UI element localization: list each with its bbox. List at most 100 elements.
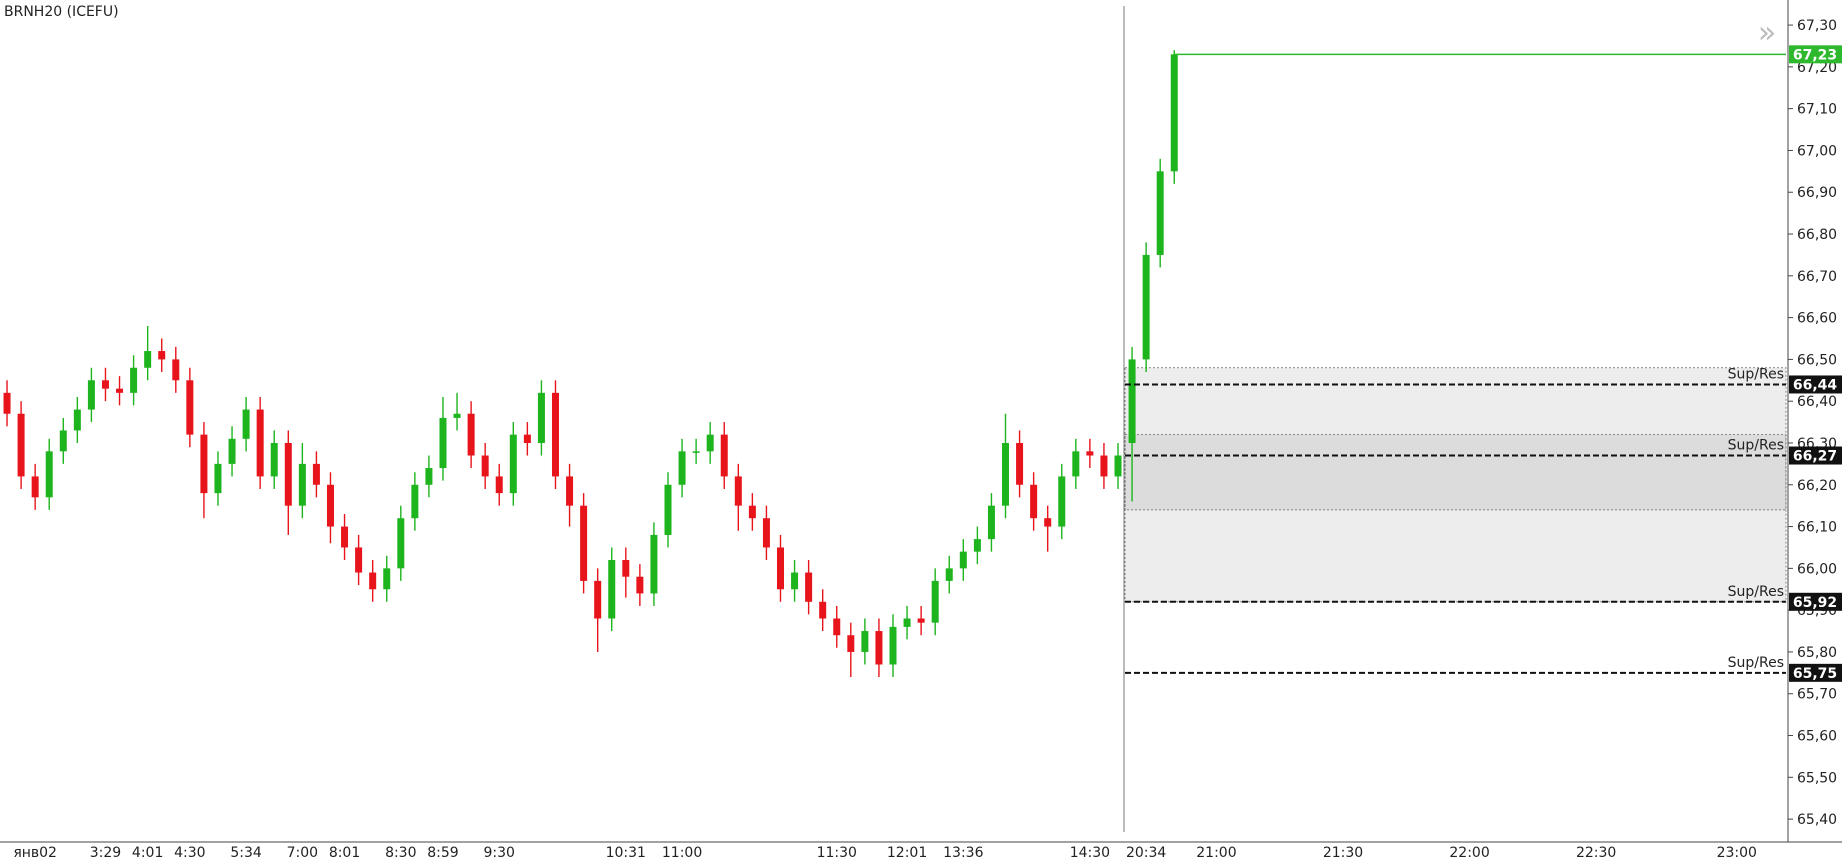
x-tick-label: 3:29 — [90, 845, 121, 861]
scroll-icon[interactable]: » — [1758, 16, 1776, 51]
y-tick-label: 66,60 — [1797, 311, 1837, 327]
y-tick-label: 65,60 — [1797, 729, 1837, 745]
candle-body — [467, 413, 475, 456]
level-text: Sup/Res — [1728, 366, 1784, 382]
candle-body — [973, 539, 981, 552]
candle-body — [397, 518, 405, 569]
candle-body — [144, 351, 152, 368]
candle-body — [355, 547, 363, 573]
price-tag-label: 66,27 — [1793, 449, 1837, 465]
candle-body — [551, 392, 559, 477]
candle-body — [875, 631, 883, 665]
candle-body — [1156, 171, 1164, 255]
x-tick-label: 9:30 — [484, 845, 515, 861]
candle-body — [101, 380, 109, 389]
candle-body — [383, 568, 391, 590]
candle-body — [369, 572, 377, 590]
x-tick-label: 10:31 — [606, 845, 646, 861]
x-tick-label: 22:30 — [1576, 845, 1616, 861]
candle-body — [31, 476, 39, 498]
candle-body — [1044, 518, 1052, 527]
candle-body — [495, 476, 503, 494]
candle-body — [172, 359, 180, 381]
price-tag — [1789, 592, 1842, 611]
candle-body — [1170, 54, 1178, 172]
candle-body — [791, 572, 799, 590]
candle-body — [284, 442, 292, 506]
candle-body — [762, 518, 770, 548]
candle-body — [425, 468, 433, 485]
candle-body — [509, 434, 517, 494]
candle-body — [692, 451, 700, 453]
candle-body — [1142, 254, 1150, 360]
candle-body — [1002, 442, 1010, 506]
candle-body — [861, 631, 869, 652]
y-tick-label: 66,50 — [1797, 352, 1837, 368]
y-tick-label: 66,00 — [1797, 561, 1837, 577]
candle-body — [256, 409, 264, 477]
price-tag-label: 65,92 — [1793, 595, 1837, 611]
x-tick-label: 5:34 — [230, 845, 262, 861]
candle-body — [341, 526, 349, 548]
x-tick-label: 4:01 — [132, 845, 163, 861]
level-text: Sup/Res — [1728, 584, 1784, 600]
candle-body — [312, 463, 320, 485]
y-tick-label: 67,20 — [1797, 60, 1837, 76]
candle-body — [1016, 442, 1024, 485]
candle-body — [720, 434, 728, 477]
x-tick-label: 11:00 — [662, 845, 702, 861]
sup-res-zone — [1124, 367, 1787, 511]
price-tag-label: 66,44 — [1793, 377, 1838, 393]
candle-body — [664, 484, 672, 535]
y-tick-label: 65,40 — [1797, 812, 1837, 828]
candle-body — [987, 505, 995, 540]
candle-body — [945, 568, 953, 581]
last-price-tag — [1789, 45, 1842, 64]
y-tick-label: 65,50 — [1797, 770, 1837, 786]
candle-body — [116, 388, 124, 393]
candle-body — [326, 484, 334, 527]
candle-body — [1058, 476, 1066, 527]
y-tick-label: 66,70 — [1797, 269, 1837, 285]
candle-body — [889, 626, 897, 665]
candle-body — [3, 392, 11, 414]
candle-body — [776, 547, 784, 590]
candle-body — [453, 413, 461, 418]
y-tick-label: 65,80 — [1797, 645, 1837, 661]
candle-body — [59, 430, 67, 452]
candle-body — [580, 505, 588, 581]
candle-body — [678, 451, 686, 485]
candle-body — [903, 618, 911, 627]
y-tick-label: 66,90 — [1797, 185, 1837, 201]
candle-body — [959, 551, 967, 569]
candle-body — [1100, 455, 1108, 477]
candle-body — [228, 438, 236, 464]
candle-body — [73, 409, 81, 431]
last-price-label: 67,23 — [1793, 47, 1837, 63]
candle-body — [805, 572, 813, 602]
price-tag — [1789, 446, 1842, 465]
candle-body — [45, 451, 53, 498]
candle-body — [130, 367, 138, 393]
candle-body — [566, 476, 574, 506]
candle-body — [298, 463, 306, 506]
x-tick-label: 7:00 — [287, 845, 318, 861]
candle-body — [242, 409, 250, 439]
candle-body — [200, 434, 208, 494]
candle-body — [523, 434, 531, 443]
x-tick-label: 20:34 — [1126, 845, 1166, 861]
candle-body — [1086, 451, 1094, 456]
x-tick-label: 12:01 — [887, 845, 927, 861]
level-text: Sup/Res — [1728, 655, 1784, 671]
x-tick-label: 21:00 — [1196, 845, 1236, 861]
y-tick-label: 65,70 — [1797, 687, 1837, 703]
candle-body — [650, 534, 658, 594]
sup-res-zone — [1124, 434, 1787, 603]
level-text: Sup/Res — [1728, 438, 1784, 454]
x-tick-label: 21:30 — [1323, 845, 1363, 861]
candle-body — [819, 601, 827, 619]
candle-body — [1128, 359, 1136, 443]
candle-body — [622, 560, 630, 577]
candle-body — [537, 392, 545, 443]
